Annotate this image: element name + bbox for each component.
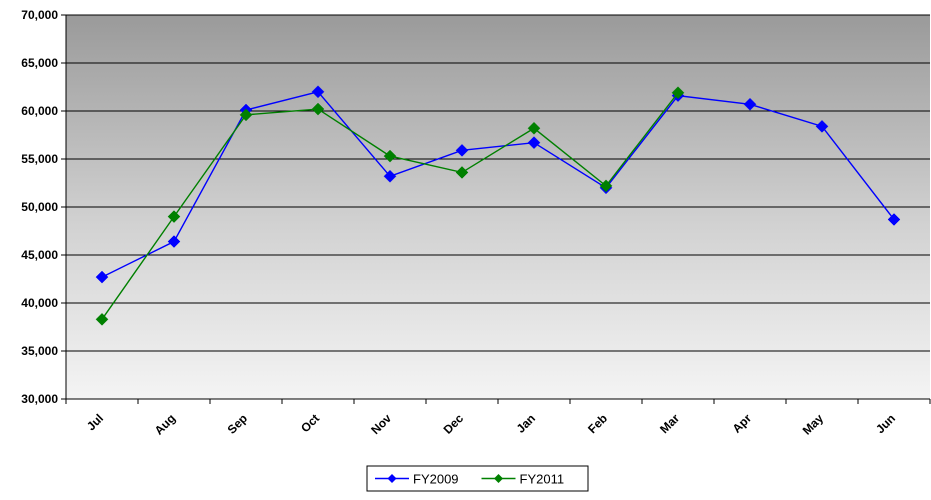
data-point-fy2009: [167, 235, 181, 248]
data-point-fy2009: [95, 270, 109, 284]
data-point-fy2011: [167, 210, 181, 223]
y-tick-label: 50,000: [21, 200, 58, 214]
x-tick-label: May: [800, 411, 827, 438]
y-tick-label: 40,000: [21, 296, 58, 310]
y-tick-label: 45,000: [21, 248, 58, 262]
data-point-fy2009: [311, 85, 325, 99]
data-point-fy2009: [383, 169, 397, 183]
y-tick-label: 70,000: [21, 8, 58, 22]
data-point-fy2009: [527, 136, 541, 150]
x-tick-label: Jul: [84, 411, 106, 433]
x-tick-label: Apr: [730, 411, 755, 436]
data-point-fy2011: [95, 312, 109, 326]
x-tick-label: Dec: [441, 411, 467, 437]
x-tick-label: Feb: [585, 411, 610, 436]
y-tick-label: 30,000: [21, 392, 58, 406]
data-point-fy2011: [671, 86, 685, 100]
data-point-fy2009: [815, 120, 829, 133]
y-tick-label: 65,000: [21, 56, 58, 70]
x-tick-label: Sep: [225, 411, 250, 436]
data-point-fy2011: [383, 149, 397, 163]
data-point-fy2011: [599, 179, 613, 193]
legend-marker: [387, 474, 397, 483]
legend-label: FY2011: [520, 472, 565, 487]
x-tick-label: Jun: [873, 411, 898, 436]
data-point-fy2009: [743, 97, 757, 111]
legend-label: FY2009: [413, 472, 459, 487]
data-point-fy2011: [311, 102, 325, 116]
legend-marker: [494, 474, 503, 483]
data-point-fy2009: [887, 213, 901, 226]
x-tick-label: Aug: [152, 411, 178, 437]
y-tick-label: 35,000: [21, 344, 58, 358]
x-tick-label: Jan: [514, 411, 539, 436]
y-tick-label: 55,000: [21, 152, 58, 166]
x-tick-label: Mar: [657, 411, 682, 436]
data-point-fy2009: [455, 144, 469, 157]
data-point-fy2011: [527, 121, 541, 135]
x-tick-label: Nov: [368, 411, 394, 437]
y-tick-label: 60,000: [21, 104, 58, 118]
data-point-fy2011: [455, 166, 469, 179]
data-point-fy2011: [239, 108, 253, 122]
x-tick-label: Oct: [298, 411, 322, 435]
